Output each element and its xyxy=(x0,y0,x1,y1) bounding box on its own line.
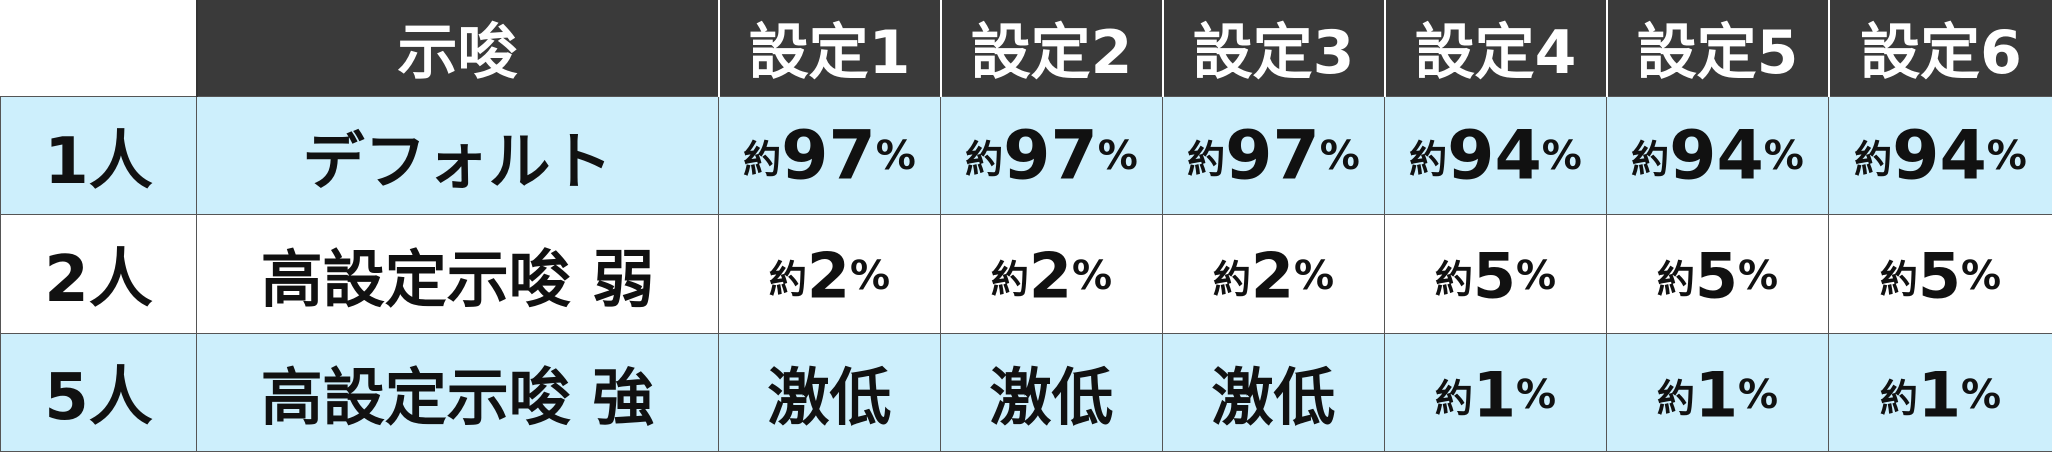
value-number: 5 xyxy=(1694,239,1739,313)
setting-2-header: 設定2 xyxy=(939,0,1163,97)
value-number: 94 xyxy=(1892,116,1987,196)
value-number: 5 xyxy=(1917,239,1962,313)
value-suffix: % xyxy=(1516,371,1557,418)
value-suffix: % xyxy=(1961,371,2002,418)
value-cell: 約94% xyxy=(1606,95,1829,216)
value-suffix: % xyxy=(1738,253,1779,300)
value-number: 1 xyxy=(1472,358,1517,431)
value-suffix: % xyxy=(1541,133,1582,180)
value-suffix: % xyxy=(1319,133,1360,180)
table-row: 2人 高設定示唆 弱 約2% 約2% 約2% 約5% 約5% 約5% xyxy=(0,214,2052,334)
value-cell: 約2% xyxy=(718,214,941,334)
value-cell: 約1% xyxy=(1384,332,1607,452)
value-number: 94 xyxy=(1447,116,1542,196)
value-cell: 約5% xyxy=(1828,214,2052,334)
value-prefix: 約 xyxy=(1656,257,1695,302)
value-prefix: 約 xyxy=(990,257,1029,302)
value-prefix: 約 xyxy=(1212,257,1251,302)
value-number: 97 xyxy=(1225,116,1320,196)
value-suffix: % xyxy=(1986,133,2027,180)
value-cell: 約97% xyxy=(718,95,941,216)
value-number: 94 xyxy=(1669,116,1764,196)
value-number: 激低 xyxy=(767,361,892,435)
value-number: 97 xyxy=(1003,116,1098,196)
value-prefix: 約 xyxy=(1434,257,1473,302)
hint-label: 高設定示唆 弱 xyxy=(196,214,719,334)
value-cell: 激低 xyxy=(1162,332,1385,452)
value-cell: 激低 xyxy=(718,332,941,452)
value-cell: 約5% xyxy=(1384,214,1607,334)
value-prefix: 約 xyxy=(1434,376,1473,420)
value-number: 1 xyxy=(1917,358,1962,431)
value-cell: 約2% xyxy=(940,214,1163,334)
value-cell: 約1% xyxy=(1606,332,1829,452)
value-prefix: 約 xyxy=(768,257,807,302)
value-suffix: % xyxy=(875,133,916,180)
value-prefix: 約 xyxy=(965,137,1004,182)
setting-3-header: 設定3 xyxy=(1161,0,1385,97)
value-prefix: 約 xyxy=(1631,137,1670,182)
table-row: 5人 高設定示唆 強 激低 激低 激低 約1% 約1% 約1% xyxy=(0,332,2052,452)
corner-cell xyxy=(0,0,198,97)
hint-label: 高設定示唆 強 xyxy=(196,332,719,452)
value-prefix: 約 xyxy=(1187,137,1226,182)
value-cell: 約1% xyxy=(1828,332,2052,452)
setting-1-header: 設定1 xyxy=(717,0,941,97)
setting-4-header: 設定4 xyxy=(1383,0,1607,97)
value-suffix: % xyxy=(1097,133,1138,180)
value-number: 2 xyxy=(1028,239,1073,313)
value-cell: 約97% xyxy=(940,95,1163,216)
value-suffix: % xyxy=(1072,253,1113,300)
value-suffix: % xyxy=(1738,371,1779,418)
value-number: 97 xyxy=(781,116,876,196)
value-prefix: 約 xyxy=(1879,376,1918,420)
value-cell: 激低 xyxy=(940,332,1163,452)
value-prefix: 約 xyxy=(1409,137,1448,182)
value-number: 5 xyxy=(1472,239,1517,313)
setting-5-header: 設定5 xyxy=(1605,0,1829,97)
value-suffix: % xyxy=(850,253,891,300)
value-cell: 約97% xyxy=(1162,95,1385,216)
value-number: 激低 xyxy=(1211,361,1336,435)
row-label: 5人 xyxy=(0,332,197,452)
value-suffix: % xyxy=(1516,253,1557,300)
value-cell: 約94% xyxy=(1384,95,1607,216)
value-cell: 約5% xyxy=(1606,214,1829,334)
value-number: 激低 xyxy=(989,361,1114,435)
value-suffix: % xyxy=(1961,253,2002,300)
value-prefix: 約 xyxy=(1656,376,1695,420)
value-prefix: 約 xyxy=(743,137,782,182)
value-prefix: 約 xyxy=(1854,137,1893,182)
value-number: 2 xyxy=(806,239,851,313)
header-row: 示唆 設定1 設定2 設定3 設定4 設定5 設定6 xyxy=(0,0,2052,97)
hint-label: デフォルト xyxy=(196,95,719,216)
value-cell: 約94% xyxy=(1828,95,2052,216)
row-label: 1人 xyxy=(0,95,197,216)
hint-header: 示唆 xyxy=(195,0,719,97)
value-suffix: % xyxy=(1294,253,1335,300)
setting-6-header: 設定6 xyxy=(1827,0,2052,97)
value-number: 2 xyxy=(1250,239,1295,313)
value-number: 1 xyxy=(1694,358,1739,431)
value-prefix: 約 xyxy=(1879,257,1918,302)
value-cell: 約2% xyxy=(1162,214,1385,334)
row-label: 2人 xyxy=(0,214,197,334)
value-suffix: % xyxy=(1763,133,1804,180)
table-row: 1人 デフォルト 約97% 約97% 約97% 約94% 約94% 約94% xyxy=(0,95,2052,216)
